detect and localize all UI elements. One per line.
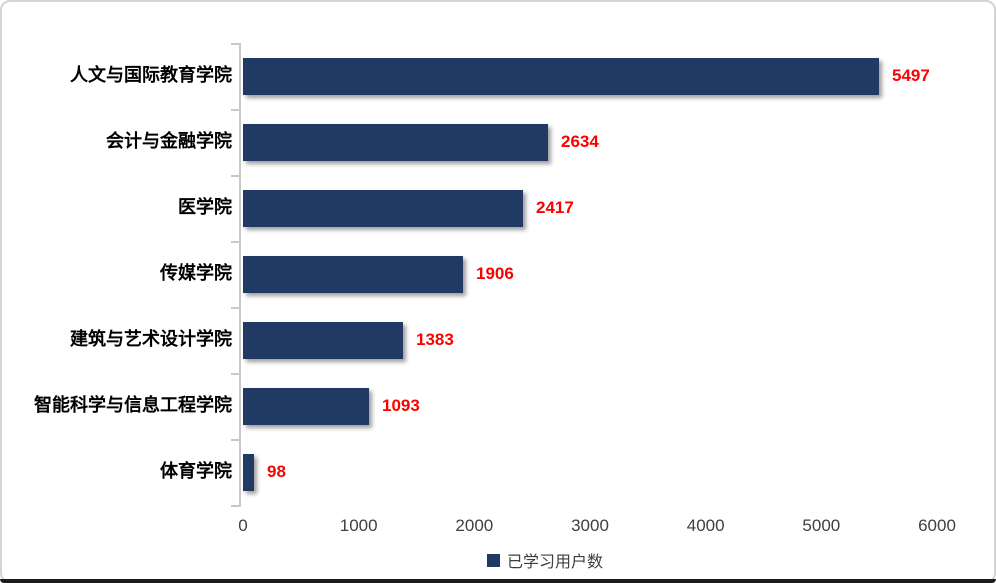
legend-label: 已学习用户数 <box>506 554 604 571</box>
x-tick-label: 4000 <box>686 516 725 535</box>
x-tick-label: 5000 <box>802 516 841 535</box>
category-axis-tick <box>231 505 240 507</box>
x-tick-label: 6000 <box>918 516 956 535</box>
category-axis-tick <box>231 43 240 45</box>
bar <box>243 255 463 293</box>
category-axis-tick <box>231 241 240 243</box>
category-label: 智能科学与信息工程学院 <box>34 395 232 416</box>
category-axis-tick <box>231 439 240 441</box>
x-tick-label: 3000 <box>571 516 609 535</box>
bottom-window-edge <box>0 579 996 583</box>
bar-value-label: 2634 <box>561 132 599 151</box>
bar-value-label: 1383 <box>416 330 454 349</box>
category-axis-tick <box>231 175 240 177</box>
bar <box>243 321 403 359</box>
bar <box>243 453 254 491</box>
category-axis-tick <box>231 373 240 375</box>
x-tick-label: 1000 <box>339 516 378 535</box>
category-axis-tick <box>231 109 240 111</box>
bar-value-label: 5497 <box>892 66 930 85</box>
x-tick-label: 2000 <box>455 516 494 535</box>
legend: 已学习用户数 <box>486 548 604 572</box>
bar <box>243 387 369 425</box>
category-label: 医学院 <box>178 197 232 218</box>
category-axis-line <box>239 43 241 507</box>
bar-value-label: 98 <box>267 462 286 481</box>
bar-value-label: 1906 <box>476 264 514 283</box>
bar <box>243 189 523 227</box>
category-label: 会计与金融学院 <box>106 131 232 152</box>
bar <box>243 123 548 161</box>
category-label: 体育学院 <box>160 461 232 482</box>
bar <box>243 57 879 95</box>
category-label: 建筑与艺术设计学院 <box>70 329 232 350</box>
legend-swatch-icon <box>486 553 500 567</box>
bar-value-label: 1093 <box>382 396 420 415</box>
bar-value-label: 2417 <box>536 198 574 217</box>
category-label: 人文与国际教育学院 <box>70 65 232 86</box>
category-axis-tick <box>231 307 240 309</box>
category-label: 传媒学院 <box>160 263 232 284</box>
x-tick-label: 0 <box>238 516 248 535</box>
